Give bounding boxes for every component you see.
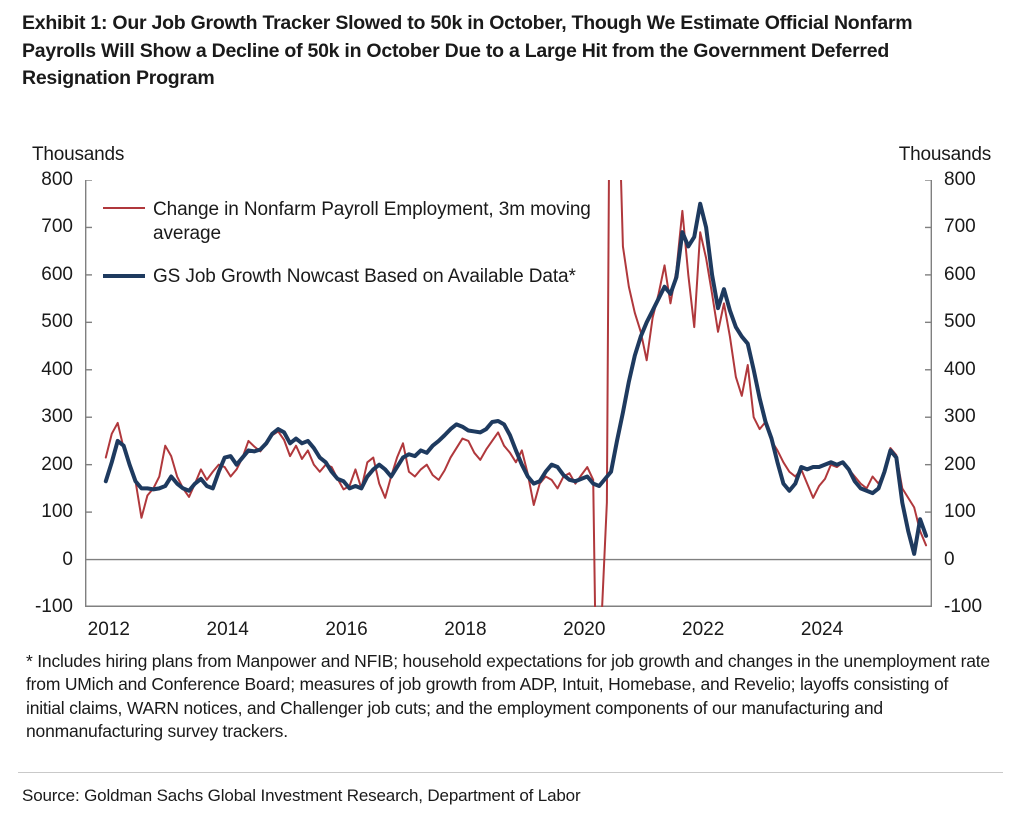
y-tick-label: 200 bbox=[41, 453, 73, 475]
legend-swatch-payrolls bbox=[103, 207, 145, 209]
chart-svg bbox=[85, 180, 932, 607]
y-tick-label: 500 bbox=[41, 311, 73, 333]
y-tick-label: 300 bbox=[41, 406, 73, 428]
y-tick-label: 800 bbox=[41, 169, 73, 190]
y-tick-label: -100 bbox=[34, 596, 73, 617]
y-tick-label: 300 bbox=[944, 406, 976, 428]
y-tick-label: 200 bbox=[944, 453, 976, 475]
chart-plot-area: -100 -100 0 0 100 100 200 200 300 300 400 400 500 500… bbox=[35, 170, 982, 639]
left-axis-unit-label: Thousands bbox=[32, 144, 125, 165]
y-tick-label: 400 bbox=[41, 358, 73, 380]
footer-divider bbox=[18, 772, 1003, 773]
y-tick-label: 100 bbox=[944, 501, 976, 523]
y-tick-label: 0 bbox=[62, 548, 73, 570]
x-tick-label: 2022 bbox=[682, 619, 725, 640]
right-axis-unit-label: Thousands bbox=[898, 144, 991, 165]
y-tick-label: 700 bbox=[41, 216, 73, 238]
legend-label-payrolls: Change in Nonfarm Payroll Employment, 3m… bbox=[153, 199, 591, 245]
y-tick-label: 100 bbox=[41, 501, 73, 523]
y-tick-label: -100 bbox=[944, 596, 983, 617]
y-tick-label: 800 bbox=[944, 169, 976, 190]
x-tick-label: 2012 bbox=[87, 619, 130, 640]
y-tick-label: 0 bbox=[944, 548, 955, 570]
y-tick-label: 600 bbox=[41, 263, 73, 285]
legend-label-nowcast: GS Job Growth Nowcast Based on Available… bbox=[153, 265, 576, 287]
chart-footnote: * Includes hiring plans from Manpower an… bbox=[26, 651, 990, 742]
x-tick-label: 2016 bbox=[325, 619, 368, 640]
x-tick-label: 2018 bbox=[444, 619, 487, 640]
source-line: Source: Goldman Sachs Global Investment … bbox=[22, 786, 581, 805]
y-tick-label: 400 bbox=[944, 358, 976, 380]
series-line-nowcast bbox=[103, 201, 929, 556]
y-tick-label: 600 bbox=[944, 263, 976, 285]
y-tick-label: 500 bbox=[944, 311, 976, 333]
y-tick-label: 700 bbox=[944, 216, 976, 238]
x-tick-label: 2020 bbox=[563, 619, 606, 640]
legend-item-nowcast: GS Job Growth Nowcast Based on Available… bbox=[103, 265, 623, 289]
legend-swatch-nowcast bbox=[103, 273, 145, 278]
x-tick-label: 2024 bbox=[800, 619, 844, 640]
x-tick-label: 2014 bbox=[206, 619, 249, 640]
legend-item-payrolls: Change in Nonfarm Payroll Employment, 3m… bbox=[103, 198, 623, 247]
chart-legend: Change in Nonfarm Payroll Employment, 3m… bbox=[103, 198, 623, 307]
page-title: Exhibit 1: Our Job Growth Tracker Slowed… bbox=[22, 12, 913, 90]
